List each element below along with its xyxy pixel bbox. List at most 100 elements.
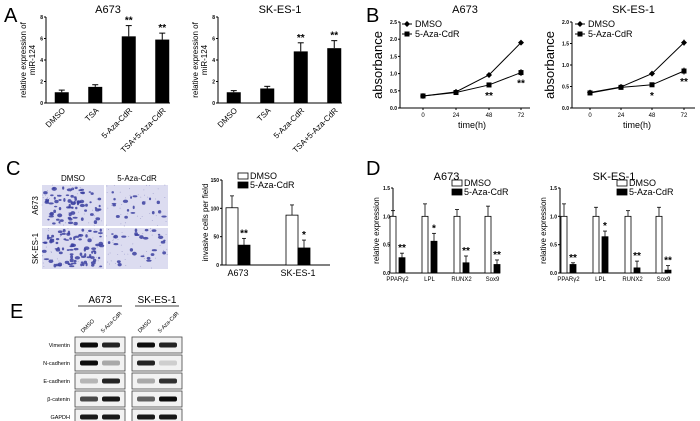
legend-swatch	[616, 188, 628, 196]
membrane-pore	[117, 254, 119, 255]
legend-swatch	[616, 179, 628, 187]
membrane-pore	[152, 193, 154, 194]
data-point	[518, 70, 524, 76]
membrane-pore	[68, 188, 70, 189]
membrane-pore	[125, 197, 126, 199]
membrane-pore	[94, 215, 95, 217]
legend-label: 5-Aza-CdR	[464, 187, 509, 197]
stained-cell	[54, 199, 59, 204]
bar	[121, 36, 136, 103]
stained-cell	[89, 213, 94, 216]
y-axis-label-line1: relative expression of	[191, 21, 200, 97]
y-tick-label: 2.5	[390, 20, 397, 26]
protein-band	[159, 360, 177, 366]
membrane-pore	[99, 233, 101, 235]
membrane-pore	[71, 197, 73, 199]
membrane-pore	[44, 199, 46, 200]
stained-cell	[111, 202, 117, 205]
stained-cell	[85, 234, 88, 238]
protein-band	[80, 414, 98, 420]
membrane-pore	[149, 213, 151, 214]
chart-title: SK-ES-1	[612, 4, 655, 16]
membrane-pore	[105, 224, 107, 226]
significance-marker: **	[517, 79, 525, 90]
membrane-pore	[63, 224, 64, 226]
blot-strip	[131, 390, 183, 408]
membrane-pore	[140, 196, 142, 198]
panel-label-e: E	[10, 301, 23, 323]
membrane-pore	[106, 185, 108, 187]
stained-cell	[53, 263, 57, 268]
stained-cell	[52, 222, 56, 225]
protein-label: N-cadherin	[43, 361, 70, 367]
stained-cell	[130, 212, 136, 214]
bar-treated	[430, 240, 438, 274]
membrane-pore	[47, 199, 48, 200]
protein-band	[102, 378, 120, 384]
stained-cell	[83, 246, 90, 251]
significance-marker: **	[633, 251, 641, 262]
membrane-pore	[73, 238, 75, 240]
stained-cell	[48, 215, 54, 218]
stained-cell	[62, 228, 66, 233]
stained-cell	[57, 230, 63, 234]
y-axis-label: absorbance	[370, 31, 385, 99]
stained-cell	[49, 211, 54, 216]
category-label: 5-Aza-CdR	[272, 106, 306, 140]
stained-cell	[144, 228, 149, 232]
membrane-pore	[42, 255, 43, 257]
stained-cell	[67, 230, 71, 235]
membrane-pore	[97, 258, 99, 260]
stained-cell	[160, 240, 166, 244]
membrane-pore	[129, 188, 130, 190]
stained-cell	[53, 209, 57, 214]
lane-label: DMSO	[80, 318, 96, 334]
stained-cell	[73, 196, 77, 199]
protein-band	[80, 342, 98, 348]
data-point	[518, 39, 524, 46]
x-tick-label: 0	[588, 113, 592, 119]
x-tick-label: 48	[486, 113, 493, 119]
membrane-pore	[102, 246, 104, 248]
legend-label: DMSO	[588, 19, 615, 29]
legend-label: DMSO	[250, 171, 277, 181]
y-tick-label: 0.5	[383, 243, 390, 249]
protein-label: GAPDH	[50, 415, 70, 421]
stained-cell	[57, 264, 62, 267]
stained-cell	[139, 235, 144, 239]
stained-cell	[41, 249, 47, 253]
panel-label-a: A	[4, 5, 18, 27]
bar-dmso	[389, 215, 397, 274]
legend-label: 5-Aza-CdR	[629, 187, 674, 197]
stained-cell	[151, 249, 157, 252]
stained-cell	[74, 235, 80, 238]
protein-band	[159, 414, 177, 420]
significance-marker: **	[297, 33, 305, 44]
bar	[293, 51, 308, 103]
chart-b-skes1: 0.0 0.5 1.0 1.5 2.0 SK-ES-1 absorbance 0 24 48 72 t…	[542, 4, 695, 130]
stained-cell	[158, 210, 162, 214]
stained-cell	[142, 236, 149, 240]
stained-cell	[70, 254, 74, 259]
data-point	[486, 71, 492, 78]
blot-strip	[131, 372, 183, 390]
membrane-pore	[77, 211, 79, 213]
membrane-pore	[157, 188, 159, 190]
membrane-pore	[119, 191, 121, 193]
membrane-pore	[109, 263, 111, 265]
protein-band	[102, 342, 120, 348]
membrane-pore	[56, 258, 58, 260]
membrane-pore	[80, 199, 82, 201]
lane-label: DMSO	[137, 318, 153, 334]
membrane-pore	[144, 194, 146, 196]
significance-marker: **	[462, 246, 470, 257]
membrane-pore	[142, 233, 144, 234]
bar	[155, 39, 170, 103]
significance-marker: *	[302, 230, 306, 241]
stained-cell	[85, 262, 88, 267]
category-label: PPARγ2	[557, 277, 580, 283]
protein-label: Vimentin	[49, 343, 70, 349]
stained-cell	[80, 263, 83, 267]
